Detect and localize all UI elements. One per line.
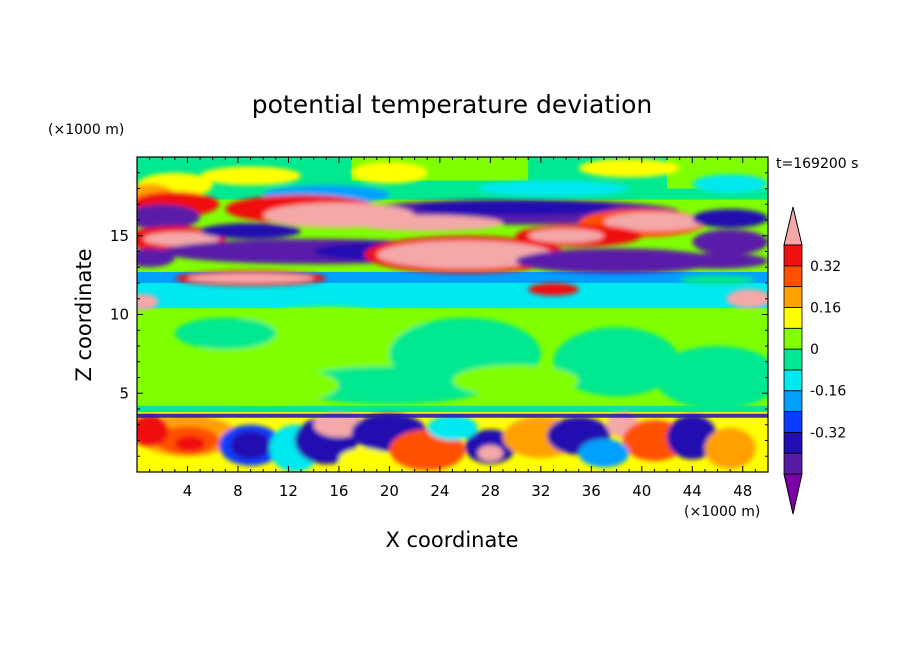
contour-blob [137, 294, 159, 310]
inversion-band [137, 413, 768, 418]
colorbar-cell [783, 286, 803, 308]
colorbar-cell [783, 265, 803, 288]
contour-blob [726, 289, 768, 309]
contour-blob [553, 327, 680, 397]
y-tick-label: 15 [110, 227, 129, 245]
contour-blob [137, 248, 175, 268]
colorbar-tick-label: 0 [810, 342, 819, 358]
contour-blob [143, 231, 220, 246]
contour-blob [200, 166, 302, 186]
contour-blob [137, 415, 169, 447]
contour-blobs [137, 158, 768, 472]
x-axis-label: X coordinate [385, 528, 518, 552]
contour-blob [528, 228, 604, 243]
contour-blob [477, 180, 630, 197]
contour-field [137, 157, 768, 472]
contour-blob [338, 448, 390, 471]
y-axis-label: Z coordinate [72, 248, 96, 381]
contour-blob [230, 431, 271, 460]
colorbar-cell [783, 390, 803, 412]
colorbar-top-extension [783, 206, 803, 246]
colorbar-tick-label: 0.16 [810, 300, 841, 316]
x-tick-label: 4 [183, 482, 193, 500]
contour-blob [679, 275, 756, 285]
contour-blob [578, 158, 680, 178]
contour-blob [174, 317, 276, 350]
contour-blob [187, 273, 314, 283]
x-tick-label: 28 [481, 482, 500, 500]
x-tick-label: 32 [531, 482, 550, 500]
colorbar-cell [783, 244, 803, 267]
contour-blob [603, 212, 705, 232]
x-tick-label: 8 [233, 482, 243, 500]
colorbar-cell [783, 307, 803, 329]
colorbar-tick-label: 0.32 [810, 259, 841, 275]
y-tick-label: 10 [110, 306, 129, 324]
x-tick-label: 16 [329, 482, 348, 500]
x-ticks: 4 8 12 16 20 24 28 32 36 40 44 48 [149, 157, 756, 500]
contour-blob [452, 364, 579, 397]
contour-blob [187, 366, 339, 405]
x-tick-label: 48 [733, 482, 752, 500]
contour-blob [692, 208, 768, 228]
colorbar-cell [783, 348, 803, 371]
time-label: t=169200 s [776, 156, 858, 172]
colorbar-cell [783, 411, 803, 433]
contour-blob [427, 415, 478, 441]
contour-blob [692, 229, 768, 255]
contour-blob [704, 427, 756, 469]
contour-blob [137, 204, 201, 230]
x-tick-label: 12 [279, 482, 298, 500]
y-tick-label: 5 [119, 384, 129, 402]
colorbar-cell [783, 327, 803, 350]
x-tick-label: 20 [380, 482, 399, 500]
y-unit-label: (×1000 m) [48, 122, 124, 138]
y-ticks: 5 10 15 [110, 172, 768, 457]
x-tick-label: 36 [582, 482, 601, 500]
contour-blob [654, 346, 768, 409]
contour-blob [376, 240, 554, 269]
contour-blob [414, 199, 617, 216]
colorbar-cell [783, 431, 803, 454]
contour-blob [578, 438, 630, 468]
contour-blob [200, 223, 302, 239]
x-tick-label: 24 [430, 482, 449, 500]
contour-band [137, 405, 768, 413]
colorbar-tick-label: -0.16 [810, 384, 846, 400]
contour-band [137, 271, 768, 283]
contour-blob [667, 253, 768, 269]
chart-title: potential temperature deviation [252, 90, 652, 119]
contour-blob [351, 161, 428, 184]
contour-blob [692, 174, 768, 194]
x-tick-label: 40 [632, 482, 651, 500]
contour-blob [477, 445, 503, 461]
colorbar-cell [783, 369, 803, 392]
contour-blob [528, 283, 579, 296]
contour-blob [174, 435, 206, 452]
contour-blob [515, 248, 718, 274]
colorbar-tick-label: -0.32 [810, 425, 846, 441]
x-unit-label: (×1000 m) [684, 504, 760, 520]
colorbar-cell [783, 452, 803, 475]
contour-blob [288, 366, 491, 405]
contour-blob [351, 215, 503, 232]
colorbar-bottom-extension [783, 473, 803, 515]
colorbar: 0.32 0.16 0 -0.16 -0.32 [783, 206, 846, 515]
contour-blob [313, 412, 365, 438]
x-tick-label: 44 [683, 482, 702, 500]
